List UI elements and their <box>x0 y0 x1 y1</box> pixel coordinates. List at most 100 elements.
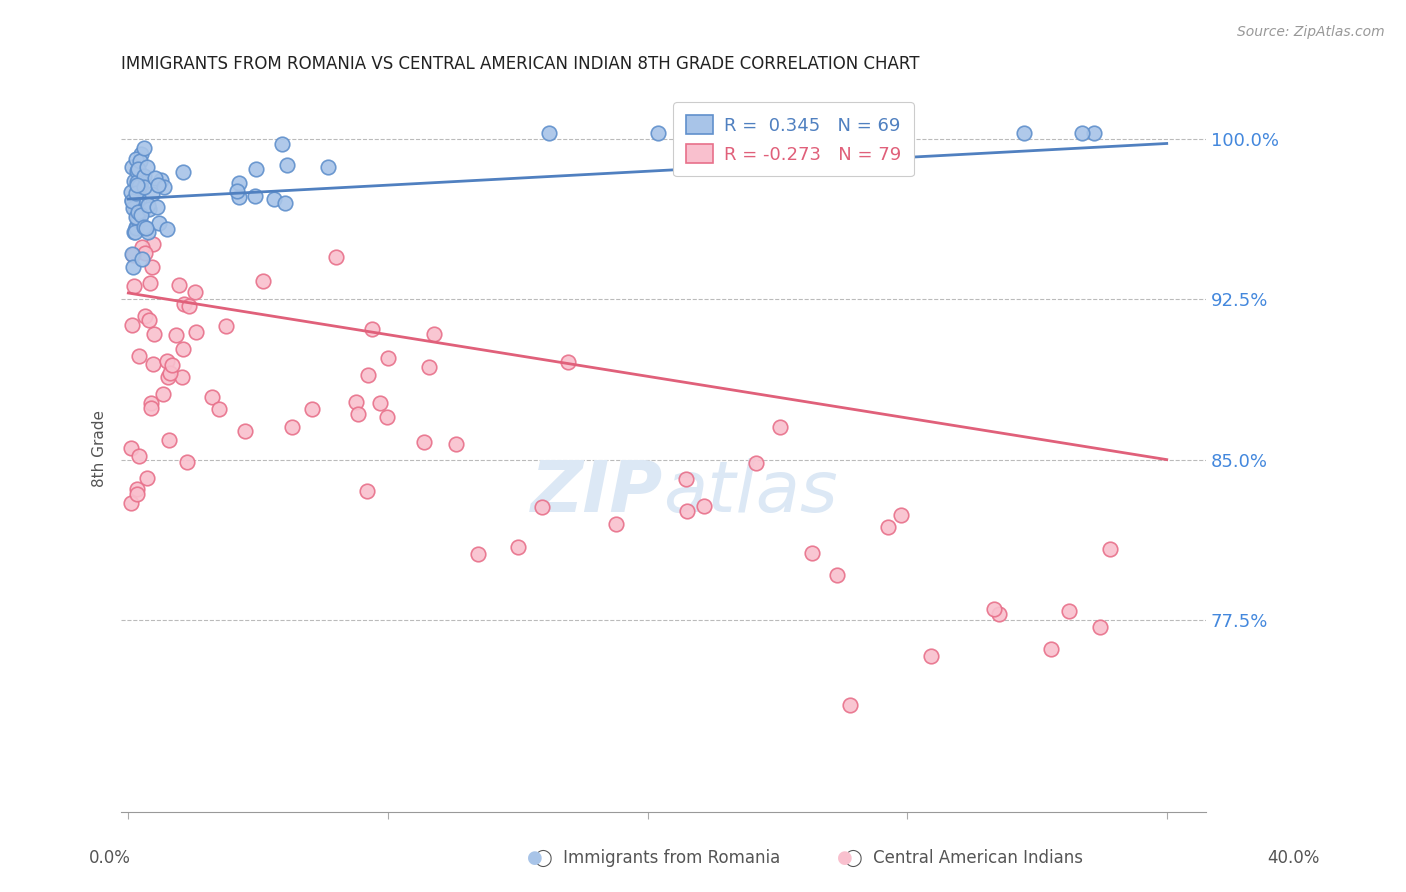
Point <box>125 220 148 235</box>
Point <box>152 387 174 401</box>
Point <box>605 516 627 531</box>
Point <box>122 278 145 293</box>
Point <box>360 322 382 336</box>
Point <box>228 190 250 204</box>
Point <box>121 193 143 207</box>
Point <box>745 456 768 470</box>
Point <box>135 220 157 235</box>
Point <box>153 180 176 194</box>
Point <box>125 175 148 189</box>
Text: ZIP: ZIP <box>531 458 664 527</box>
Point <box>142 357 165 371</box>
Text: ◯  Central American Indians: ◯ Central American Indians <box>844 849 1083 867</box>
Point <box>143 326 166 341</box>
Legend: R =  0.345   N = 69, R = -0.273   N = 79: R = 0.345 N = 69, R = -0.273 N = 79 <box>673 102 914 177</box>
Point <box>368 396 391 410</box>
Point <box>141 187 163 202</box>
Point <box>172 342 194 356</box>
Point <box>122 260 145 275</box>
Point <box>156 354 179 368</box>
Point <box>136 160 159 174</box>
Point <box>226 184 249 198</box>
Point <box>1014 126 1036 140</box>
Point <box>825 568 848 582</box>
Point <box>176 455 198 469</box>
Point <box>172 165 194 179</box>
Point <box>138 202 160 217</box>
Point <box>1040 642 1063 657</box>
Point <box>159 366 181 380</box>
Point <box>125 197 148 211</box>
Point <box>141 260 163 274</box>
Point <box>135 471 157 485</box>
Point <box>531 500 554 514</box>
Point <box>377 351 399 365</box>
Text: ◯  Immigrants from Romania: ◯ Immigrants from Romania <box>534 849 780 867</box>
Point <box>263 193 285 207</box>
Point <box>375 409 398 424</box>
Point <box>127 486 149 500</box>
Point <box>1098 542 1121 557</box>
Point <box>127 207 149 221</box>
Point <box>506 540 529 554</box>
Point <box>143 170 166 185</box>
Text: atlas: atlas <box>664 458 838 527</box>
Point <box>245 188 267 202</box>
Point <box>228 177 250 191</box>
Point <box>357 368 380 383</box>
Point <box>129 174 152 188</box>
Point <box>127 211 149 225</box>
Point <box>252 274 274 288</box>
Point <box>129 147 152 161</box>
Point <box>318 160 340 174</box>
Point <box>676 504 699 518</box>
Y-axis label: 8th Grade: 8th Grade <box>93 410 107 487</box>
Point <box>134 309 156 323</box>
Point <box>412 434 434 449</box>
Point <box>129 153 152 168</box>
Point <box>233 424 256 438</box>
Point <box>988 607 1011 622</box>
Point <box>281 419 304 434</box>
Point <box>124 225 146 239</box>
Point <box>839 698 862 713</box>
Point <box>141 401 163 416</box>
Point <box>138 312 160 326</box>
Point <box>128 349 150 363</box>
Point <box>325 250 347 264</box>
Point <box>129 207 152 221</box>
Point <box>121 160 143 174</box>
Point <box>693 499 716 513</box>
Text: Source: ZipAtlas.com: Source: ZipAtlas.com <box>1237 25 1385 39</box>
Point <box>121 247 143 261</box>
Point <box>467 547 489 561</box>
Point <box>124 201 146 215</box>
Text: 0.0%: 0.0% <box>89 849 131 867</box>
Point <box>131 240 153 254</box>
Point <box>139 276 162 290</box>
Point <box>128 178 150 193</box>
Point <box>800 546 823 560</box>
Point <box>146 178 169 193</box>
Text: ●: ● <box>837 849 852 867</box>
Point <box>647 126 669 140</box>
Text: IMMIGRANTS FROM ROMANIA VS CENTRAL AMERICAN INDIAN 8TH GRADE CORRELATION CHART: IMMIGRANTS FROM ROMANIA VS CENTRAL AMERI… <box>121 55 920 73</box>
Point <box>179 299 201 313</box>
Point <box>184 325 207 339</box>
Point <box>769 419 792 434</box>
Point <box>150 173 173 187</box>
Point <box>557 355 579 369</box>
Point <box>134 220 156 235</box>
Point <box>121 318 143 332</box>
Point <box>1057 604 1080 618</box>
Point <box>876 519 898 533</box>
Point <box>538 126 561 140</box>
Point <box>132 180 155 194</box>
Point <box>165 328 187 343</box>
Point <box>157 370 180 384</box>
Point <box>1083 126 1105 140</box>
Point <box>146 200 169 214</box>
Text: ●: ● <box>527 849 543 867</box>
Point <box>142 237 165 252</box>
Point <box>122 174 145 188</box>
